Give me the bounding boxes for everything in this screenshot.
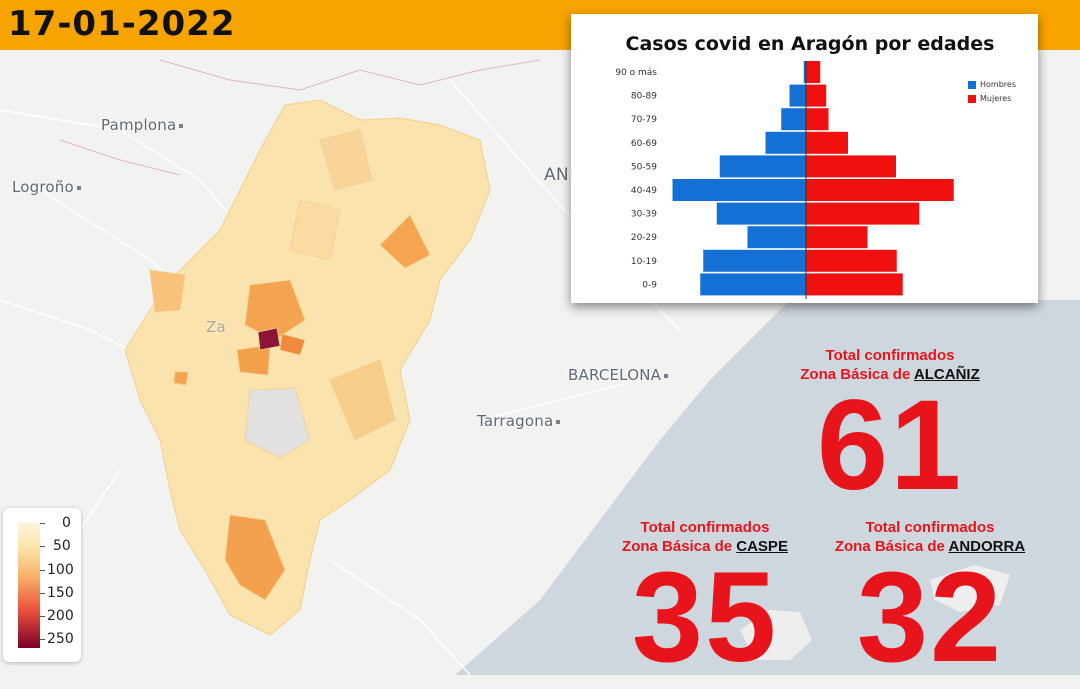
zone-prefix: Zona Básica de [834,538,945,555]
city-label-tarragona: Tarragona [477,412,561,430]
bar-mujeres-4 [806,155,896,178]
scale-label: 50 [53,538,71,554]
zone-name-caspe[interactable]: CASPE [736,538,788,555]
bar-mujeres-0 [806,61,821,83]
scale-tick [40,593,45,594]
scale-tick [40,570,45,571]
bar-hombres-4 [719,155,806,178]
age-pyramid-panel: Casos covid en Aragón por edades 90 o má… [571,14,1038,303]
zone-name-alcaniz[interactable]: ALCAÑIZ [913,366,980,383]
bar-mujeres-3 [806,131,848,154]
bar-mujeres-9 [806,273,903,296]
scale-tick [40,523,45,524]
bar-hombres-6 [716,202,806,225]
total-block-andorra: Total confirmados Zona Básica de ANDORRA… [800,518,1060,689]
total-label: Total confirmados [640,519,770,536]
bar-hombres-9 [700,273,806,296]
city-label-zaragoza-partial: Za [206,318,226,336]
total-block-caspe: Total confirmados Zona Básica de CASPE 3… [575,518,835,689]
total-number-alcaniz: 61 [816,374,964,517]
scale-label: 0 [62,515,71,531]
bar-hombres-0 [803,61,806,83]
legend-swatch-mujeres [968,95,976,103]
legend-mujeres: Mujeres [968,94,1012,103]
total-number-caspe: 35 [631,546,779,689]
age-tick-label: 70-79 [631,115,657,125]
bar-hombres-2 [781,108,806,131]
age-tick-label: 30-39 [631,210,657,220]
scale-tick [40,546,45,547]
total-zone: Zona Básica de ANDORRA [800,537,1060,556]
scale-label: 100 [47,562,74,578]
date-text: 17-01-2022 [8,4,236,44]
bar-mujeres-5 [806,179,954,201]
aragon-region[interactable] [124,99,491,636]
legend-hombres: Hombres [968,80,1016,89]
bar-hombres-1 [789,84,806,107]
legend-label-mujeres: Mujeres [980,94,1012,103]
scale-label: 250 [47,631,74,647]
total-number-andorra: 32 [856,546,1004,689]
scale-label: 150 [47,585,74,601]
scale-tick [40,616,45,617]
age-tick-label: 10-19 [631,257,657,267]
city-label-andorra-partial: AN [544,165,569,185]
aragon-zones [149,129,431,601]
color-scale-legend: 0 50 100 150 200 250 [3,508,81,662]
zone-name-andorra[interactable]: ANDORRA [948,538,1026,555]
bar-mujeres-6 [806,202,920,225]
color-scale-bar [18,522,40,648]
scale-label: 200 [47,608,74,624]
age-tick-label: 90 o más [615,68,657,78]
legend-swatch-hombres [968,81,976,89]
age-tick-label: 0-9 [642,280,657,290]
city-label-barcelona: BARCELONA [568,366,669,384]
bar-hombres-5 [672,179,806,201]
age-pyramid-chart: 90 o más 80-89 70-79 60-69 50-59 40-49 30-39 20… [615,61,954,299]
sea-area [455,300,1080,675]
bar-hombres-7 [747,226,806,249]
chart-title: Casos covid en Aragón por edades [625,33,995,55]
zone-prefix: Zona Básica de [800,366,911,383]
total-block-alcaniz: Total confirmados Zona Básica de ALCAÑIZ… [760,346,1020,517]
legend-label-hombres: Hombres [980,80,1016,89]
total-label: Total confirmados [865,519,995,536]
age-tick-label: 60-69 [631,139,657,149]
bar-mujeres-2 [806,108,829,131]
bar-hombres-8 [703,249,806,272]
age-tick-label: 50-59 [631,162,657,172]
total-label: Total confirmados [825,347,955,364]
bar-mujeres-1 [806,84,827,107]
age-tick-label: 20-29 [631,233,657,243]
bar-mujeres-8 [806,249,897,272]
scale-tick [40,639,45,640]
city-label-pamplona: Pamplona [101,116,184,134]
bar-hombres-3 [765,131,806,154]
age-tick-label: 40-49 [631,186,657,196]
map-background[interactable] [0,0,1080,675]
total-zone: Zona Básica de CASPE [575,537,835,556]
age-tick-label: 80-89 [631,92,657,102]
city-label-logrono: Logroño [12,178,81,196]
total-zone: Zona Básica de ALCAÑIZ [760,365,1020,384]
balearic-island [740,610,812,660]
zone-prefix: Zona Básica de [622,538,733,555]
border-lines [59,59,541,176]
balearic-island-2 [930,565,1010,612]
bar-mujeres-7 [806,226,868,249]
